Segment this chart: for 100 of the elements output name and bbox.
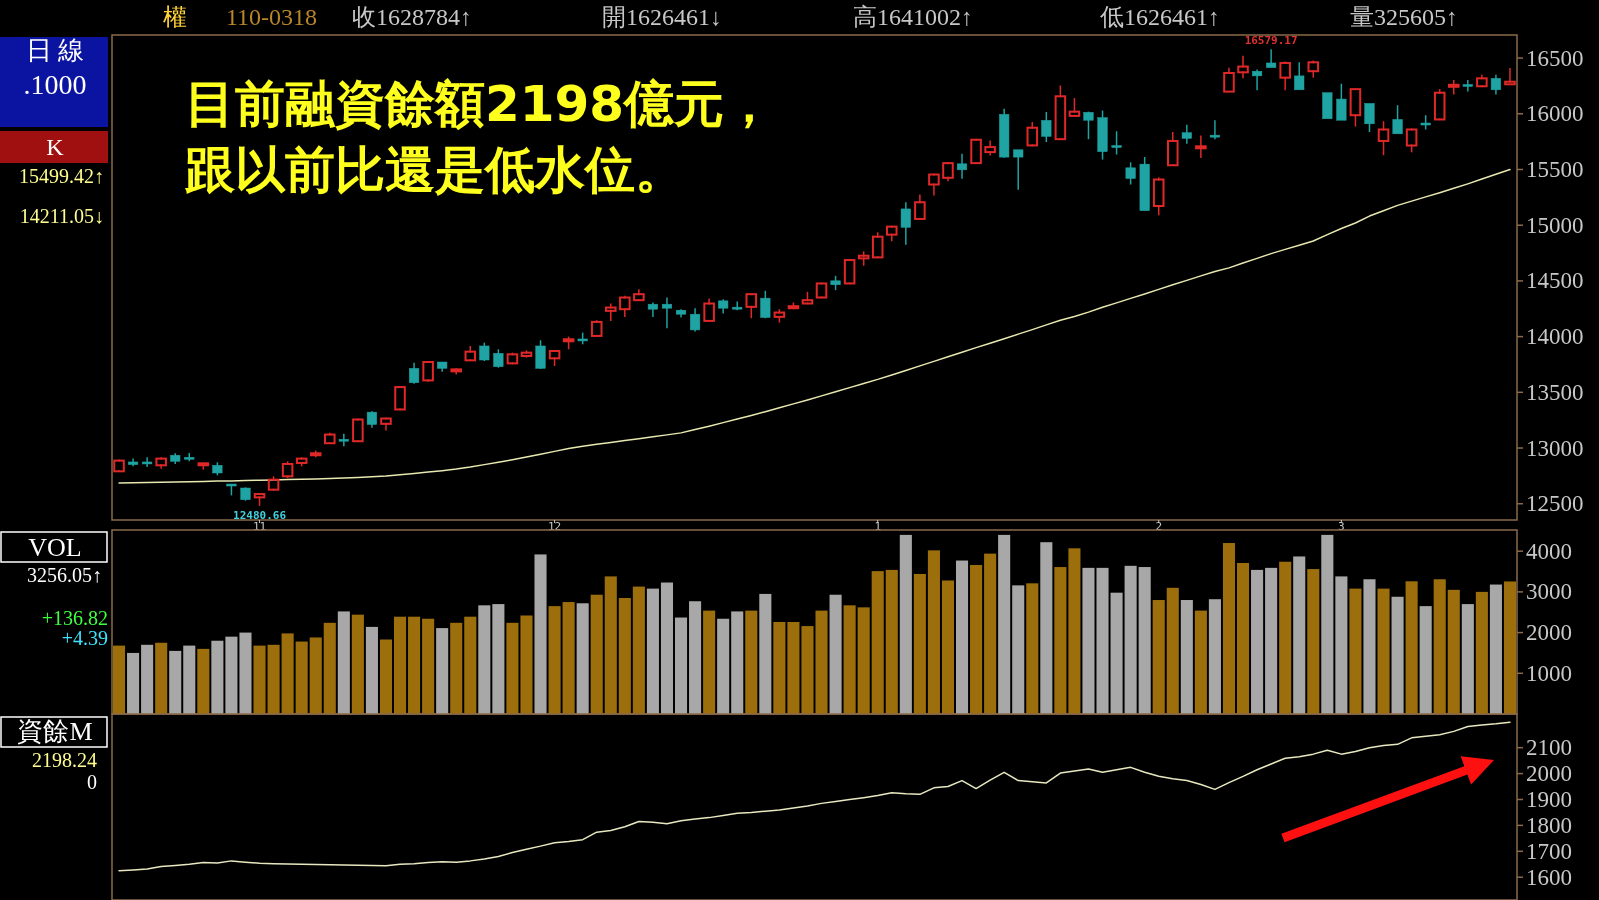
text: 低1626461↑	[1100, 4, 1220, 30]
bar	[225, 636, 238, 714]
candlestick	[984, 139, 996, 157]
bar	[548, 606, 561, 714]
y-tick-label: 15000	[1526, 212, 1584, 238]
text: K	[46, 134, 65, 160]
bar	[1349, 588, 1362, 714]
candlestick	[1209, 119, 1220, 140]
bar	[1152, 600, 1165, 714]
bar	[998, 534, 1011, 714]
candlestick	[647, 301, 658, 318]
y-tick-label: 1900	[1526, 786, 1572, 812]
bar	[267, 644, 280, 714]
bar	[1461, 604, 1474, 714]
candlestick	[1294, 61, 1305, 91]
text: 量325605↑	[1350, 4, 1458, 30]
text: +136.82	[41, 607, 108, 629]
bar	[1251, 569, 1264, 714]
bar	[590, 594, 603, 714]
bar	[885, 569, 898, 714]
candlestick	[394, 385, 406, 411]
candlestick	[366, 410, 377, 429]
bar	[1321, 534, 1334, 714]
text: 開1626461↓	[602, 4, 722, 30]
y-tick-label: 12500	[1526, 491, 1584, 517]
candlestick	[661, 296, 672, 329]
annotation: 16579.17	[1244, 33, 1298, 47]
bar	[646, 588, 659, 714]
bar	[745, 610, 758, 714]
bar	[1054, 567, 1067, 714]
text: .1000	[23, 68, 87, 100]
candlestick	[1167, 131, 1179, 167]
x-tick-label: 1	[874, 519, 882, 533]
candlestick	[1223, 66, 1235, 93]
bar	[436, 628, 449, 714]
bar	[169, 650, 182, 714]
bar	[1307, 569, 1320, 714]
bar	[1265, 567, 1278, 714]
bar	[1293, 556, 1306, 714]
bar	[1222, 543, 1236, 714]
x-tick-label: 2	[1155, 519, 1163, 533]
text: 110-0318	[226, 4, 318, 30]
candlestick	[1195, 134, 1207, 159]
candlestick	[886, 224, 898, 243]
text: 3256.05↑	[27, 564, 102, 586]
bar	[1208, 599, 1221, 714]
bar	[703, 610, 716, 714]
candlestick	[437, 361, 448, 373]
bar	[281, 633, 294, 714]
candlestick	[324, 432, 336, 445]
bar	[632, 586, 645, 714]
bar	[1040, 542, 1053, 714]
candlestick	[450, 367, 462, 376]
bar	[351, 614, 364, 714]
bar	[141, 644, 154, 714]
candlestick	[338, 433, 349, 447]
bar	[717, 618, 730, 714]
bar	[927, 550, 940, 714]
bar	[871, 571, 884, 714]
bar	[1194, 610, 1207, 714]
bar	[857, 607, 870, 714]
bar	[239, 632, 252, 714]
bar	[660, 582, 674, 714]
x-tick-label: 3	[1338, 519, 1345, 533]
bar	[576, 603, 589, 714]
bar	[478, 605, 491, 714]
y-tick-label: 13500	[1526, 379, 1584, 405]
bar	[1236, 562, 1250, 714]
bar	[1180, 600, 1193, 714]
candlestick	[676, 308, 687, 319]
bar	[520, 615, 533, 714]
text: 權	[163, 4, 187, 30]
text: +4.39	[61, 627, 108, 649]
bar	[183, 645, 196, 714]
bar	[1026, 583, 1039, 714]
bar	[155, 642, 168, 714]
text: 日 線	[25, 35, 85, 65]
bar	[337, 611, 350, 714]
text: 2198.24	[32, 749, 97, 771]
bar	[562, 602, 575, 714]
y-tick-label: 15500	[1526, 156, 1584, 182]
bar	[1279, 561, 1292, 714]
y-tick-label: 1800	[1526, 812, 1572, 838]
annotation: 目前融資餘額2198億元，	[185, 75, 775, 133]
candlestick	[942, 161, 954, 182]
candlestick	[732, 300, 743, 311]
bar	[450, 622, 463, 714]
candlestick	[422, 361, 434, 383]
candlestick	[1181, 124, 1192, 145]
bar	[1068, 548, 1081, 714]
bar	[464, 616, 477, 714]
candlestick	[914, 193, 926, 221]
y-tick-label: 14500	[1526, 268, 1584, 294]
candlestick	[128, 457, 139, 468]
candlestick	[619, 295, 631, 318]
bar	[1138, 567, 1151, 714]
y-tick-label: 2100	[1526, 735, 1572, 761]
text: 15499.42↑	[19, 165, 104, 187]
candlestick	[1322, 92, 1333, 120]
bar	[1391, 596, 1404, 714]
